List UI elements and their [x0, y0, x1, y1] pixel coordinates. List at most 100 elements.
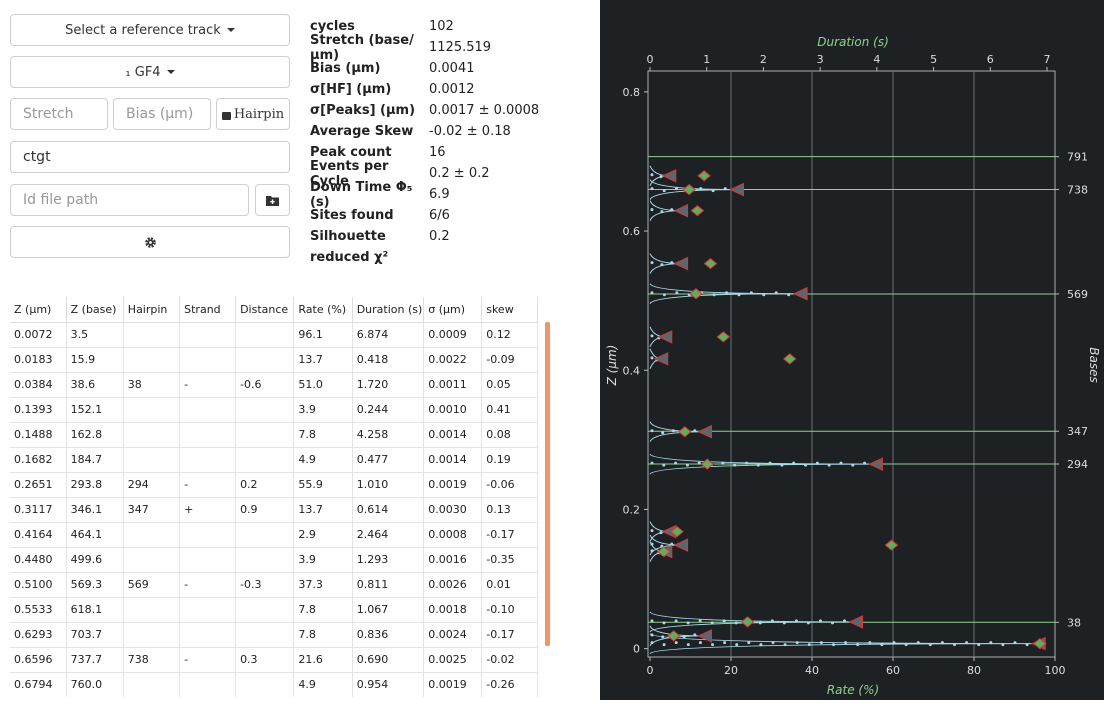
table-cell: -: [179, 572, 237, 598]
table-row[interactable]: 0.5100 569.3 569- -0.3 37.3 0.811 0.0026 0.01: [10, 572, 538, 598]
event-point: [953, 643, 957, 647]
column-header[interactable]: Duration (s): [352, 297, 425, 323]
table-cell: 0.0018: [423, 597, 483, 623]
event-point: [1013, 641, 1017, 645]
duration-marker: [716, 331, 731, 343]
column-header[interactable]: Distance: [235, 297, 295, 323]
event-point: [674, 187, 678, 191]
event-point: [650, 291, 654, 295]
table-cell: [179, 397, 237, 423]
table-cell: 347: [123, 497, 181, 523]
rate-marker: [653, 352, 669, 366]
event-point: [650, 356, 654, 360]
table-cell: 0.0026: [423, 572, 483, 598]
stat-value: -0.02 ± 0.18: [429, 124, 511, 139]
table-row[interactable]: 0.1488 162.8 7.8 4.258 0.0014 0.08: [10, 422, 538, 448]
table-cell: 1.067: [352, 597, 425, 623]
table-cell: 0.836: [352, 622, 425, 648]
table-cell: 3.5: [66, 322, 124, 348]
bias-input[interactable]: Bias (µm): [113, 98, 211, 130]
column-header[interactable]: Hairpin: [123, 297, 181, 323]
stat-label: Peak count: [310, 145, 392, 160]
event-point: [712, 293, 716, 297]
table-cell: 4.9: [293, 447, 353, 473]
column-header[interactable]: Z (µm): [10, 297, 67, 323]
table-row[interactable]: 0.1393 152.1 3.9 0.244 0.0010 0.41: [10, 397, 538, 423]
column-header[interactable]: Z (base): [66, 297, 124, 323]
table-cell: [123, 597, 181, 623]
table-row[interactable]: 0.3117 346.1 347 +0.9 13.7 0.614 0.0030 0.13: [10, 497, 538, 523]
track-dropdown[interactable]: ₁ GF4: [10, 56, 290, 88]
table-row[interactable]: 0.0183 15.9 13.7 0.418 0.0022 -0.09: [10, 347, 538, 373]
stat-row: σ[HF] (µm) 0.0012: [310, 79, 539, 100]
table-cell: 0.0072: [10, 322, 67, 348]
table-cell: 0.12: [481, 322, 538, 348]
event-point: [660, 210, 664, 214]
right-tick-label: 791: [1067, 151, 1088, 164]
table-cell: 0.3117: [10, 497, 67, 523]
event-point: [671, 429, 675, 433]
duration-marker: [1033, 637, 1047, 650]
table-row[interactable]: 0.6794 760.0 4.9 0.954 0.0019 -0.26: [10, 672, 538, 697]
table-cell: 51.0: [293, 372, 353, 398]
table-row[interactable]: 0.0384 38.6 38- -0.6 51.0 1.720 0.0011 0.05: [10, 372, 538, 398]
top-axis-label: Duration (s): [817, 35, 889, 49]
chevron-down-icon: [166, 70, 175, 74]
sequence-input[interactable]: ctgt: [10, 141, 290, 173]
table-row[interactable]: 0.4480 499.6 3.9 1.293 0.0016 -0.35: [10, 547, 538, 573]
table-cell: 0.13: [481, 497, 538, 523]
table-cell: [179, 347, 237, 373]
table-row[interactable]: 0.6596 737.7 738-0.3 21.6 0.690 0.0025 -0.02: [10, 647, 538, 673]
table-cell: 2.9: [293, 522, 353, 548]
table-row[interactable]: 0.2651 293.8 294-0.2 55.9 1.010 0.0019 -0.06: [10, 472, 538, 498]
table-cell: [123, 447, 181, 473]
table-row[interactable]: 0.4164 464.1 2.9 2.464 0.0008 -0.17: [10, 522, 538, 548]
table-cell: -0.6: [235, 372, 295, 398]
table-cell: [123, 547, 181, 573]
event-point: [650, 208, 654, 212]
event-point: [650, 461, 654, 465]
table-cell: 569.3: [66, 572, 124, 598]
table-row[interactable]: 0.5533 618.1 7.8 1.067 0.0018 -0.10: [10, 597, 538, 623]
column-header[interactable]: σ (µm): [423, 297, 483, 323]
right-tick-label: 347: [1067, 425, 1088, 438]
column-header[interactable]: Strand: [179, 297, 237, 323]
event-point: [1025, 643, 1029, 647]
table-row[interactable]: 0.6293 703.7 7.8 0.836 0.0024 -0.17: [10, 622, 538, 648]
event-point: [827, 463, 831, 467]
event-point: [989, 641, 993, 645]
stat-row: Silhouette 0.2: [310, 226, 539, 247]
column-header[interactable]: skew: [481, 297, 538, 323]
event-point: [661, 635, 665, 639]
table-cell: 0.08: [481, 422, 538, 448]
reference-track-dropdown[interactable]: Select a reference track: [10, 14, 290, 46]
event-point: [756, 463, 760, 467]
event-point: [940, 641, 944, 645]
hairpin-plot[interactable]: 0 20 40 60 80 100 0 1 2 3 4 5 6 7 0 0.2 0.4 0.6 0.8 38 294 34…: [600, 0, 1104, 700]
event-point: [699, 187, 703, 191]
stat-row: Sites found 6/6: [310, 205, 539, 226]
settings-button[interactable]: [10, 226, 290, 258]
event-point: [759, 643, 763, 647]
table-cell: 3.9: [293, 397, 353, 423]
table-cell: [235, 422, 295, 448]
table-row[interactable]: 0.0072 3.5 96.1 6.874 0.0009 0.12: [10, 322, 538, 348]
event-point: [711, 189, 715, 193]
stats-panel: cycles 102 Stretch (base/µm) 1125.519 Bias (…: [310, 16, 539, 268]
event-point: [734, 621, 738, 625]
event-point: [650, 542, 654, 546]
stretch-input[interactable]: Stretch: [10, 98, 108, 130]
column-header[interactable]: Rate (%): [293, 297, 353, 323]
table-row[interactable]: 0.1682 184.7 4.9 0.477 0.0014 0.19: [10, 447, 538, 473]
id-file-input[interactable]: Id file path: [10, 184, 249, 216]
table-cell: [179, 422, 237, 448]
event-point: [856, 643, 860, 647]
table-cell: -0.10: [481, 597, 538, 623]
hairpin-lock-button[interactable]: Hairpin: [216, 98, 290, 130]
table-cell: 0.614: [352, 497, 425, 523]
folder-button[interactable]: [255, 184, 290, 216]
table-cell: [123, 422, 181, 448]
table-cell: [179, 322, 237, 348]
table-scrollbar[interactable]: [545, 322, 550, 646]
event-point: [725, 291, 729, 295]
